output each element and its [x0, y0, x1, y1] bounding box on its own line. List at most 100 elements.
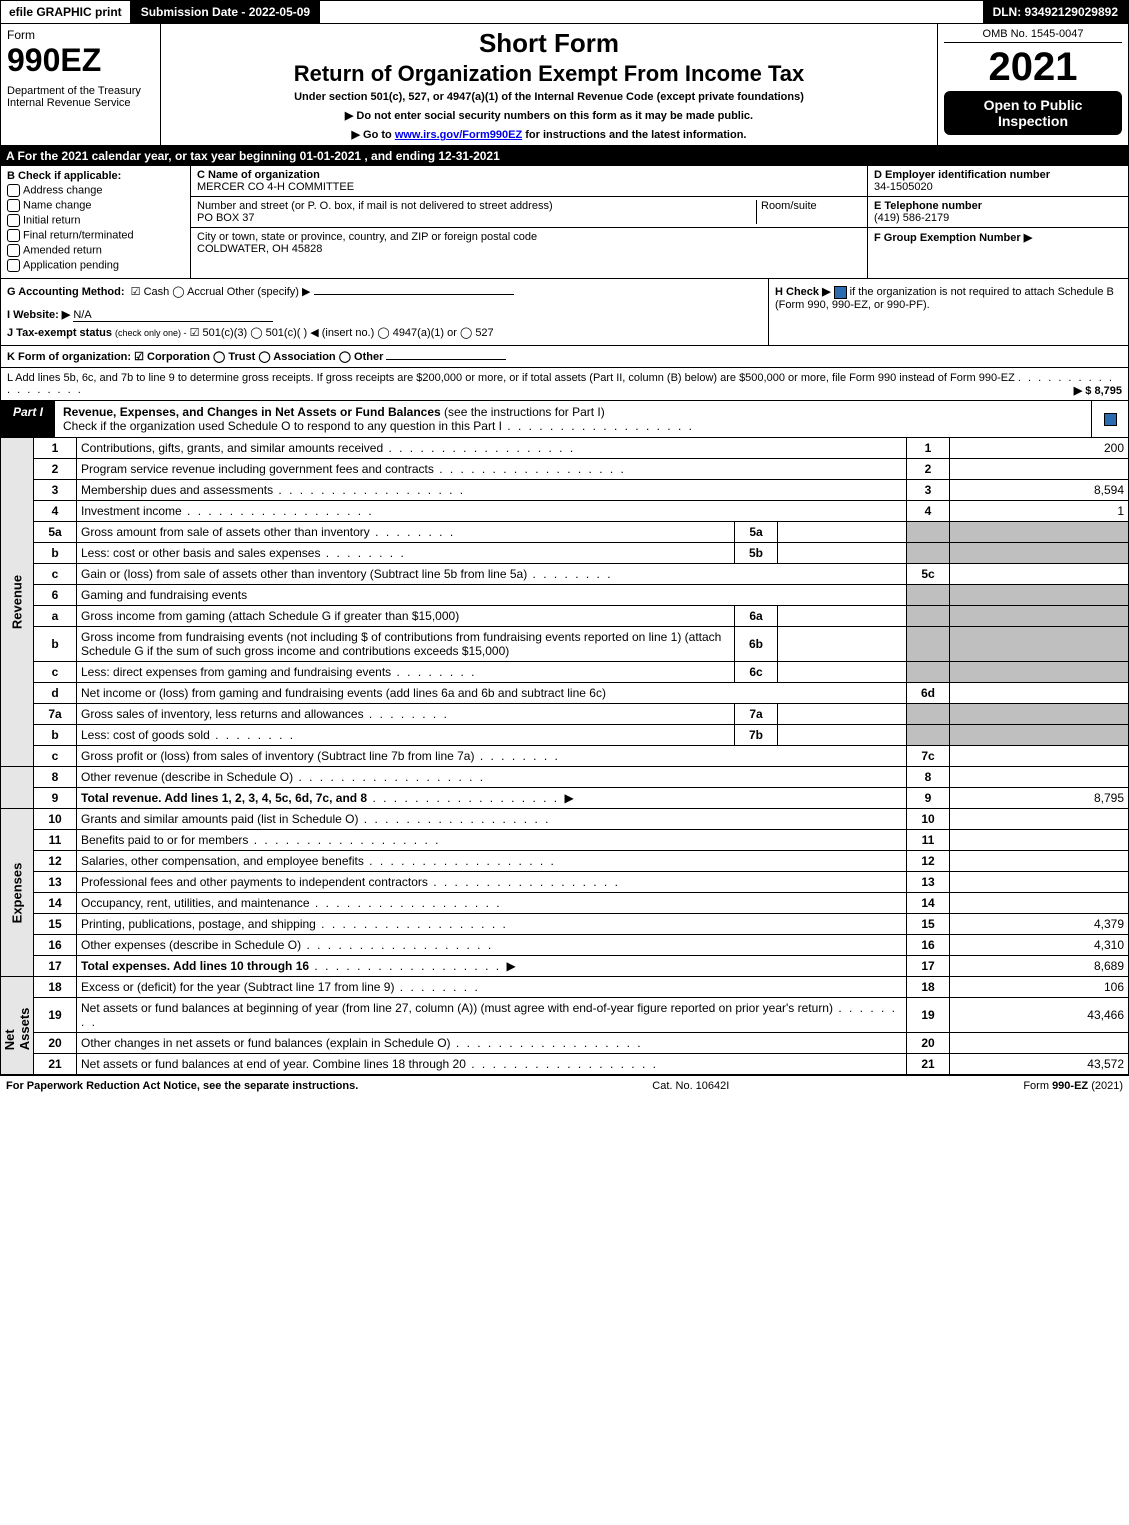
line-desc: Less: direct expenses from gaming and fu…	[77, 662, 735, 683]
line-num: 9	[907, 788, 950, 809]
subline-label: 5b	[735, 543, 778, 564]
line-num: 18	[907, 977, 950, 998]
header-right: OMB No. 1545-0047 2021 Open to Public In…	[938, 24, 1128, 145]
line-amt	[950, 851, 1129, 872]
table-row: 8 Other revenue (describe in Schedule O)…	[1, 767, 1129, 788]
line-amt	[950, 830, 1129, 851]
lineno: c	[34, 662, 77, 683]
chk-address-change[interactable]: Address change	[7, 184, 184, 197]
chk-application-pending[interactable]: Application pending	[7, 259, 184, 272]
lineno: 20	[34, 1033, 77, 1054]
b-title: B Check if applicable:	[7, 170, 184, 182]
line-num-shaded	[907, 543, 950, 564]
table-row: 11 Benefits paid to or for members 11	[1, 830, 1129, 851]
part1-title: Revenue, Expenses, and Changes in Net As…	[55, 401, 1091, 437]
line-amt	[950, 459, 1129, 480]
chk-name-change-label: Name change	[23, 199, 92, 211]
i-website-label: I Website: ▶	[7, 309, 70, 321]
line-desc: Other changes in net assets or fund bala…	[77, 1033, 907, 1054]
line-amt: 8,594	[950, 480, 1129, 501]
col-d-e-f: D Employer identification number 34-1505…	[868, 166, 1128, 278]
line-amt	[950, 893, 1129, 914]
line-num: 14	[907, 893, 950, 914]
table-row: d Net income or (loss) from gaming and f…	[1, 683, 1129, 704]
line-num: 12	[907, 851, 950, 872]
col-b-checkboxes: B Check if applicable: Address change Na…	[1, 166, 191, 278]
line-num: 17	[907, 956, 950, 977]
table-row: 12 Salaries, other compensation, and emp…	[1, 851, 1129, 872]
footer-paperwork: For Paperwork Reduction Act Notice, see …	[6, 1080, 358, 1092]
lineno: 14	[34, 893, 77, 914]
d-ein-row: D Employer identification number 34-1505…	[868, 166, 1128, 197]
lineno: a	[34, 606, 77, 627]
line-desc: Total expenses. Add lines 10 through 16	[77, 956, 907, 977]
line-desc: Grants and similar amounts paid (list in…	[77, 809, 907, 830]
chk-amended-return[interactable]: Amended return	[7, 244, 184, 257]
net-assets-table: Net Assets 18 Excess or (deficit) for th…	[0, 977, 1129, 1075]
header-center: Short Form Return of Organization Exempt…	[161, 24, 938, 145]
table-row: Net Assets 18 Excess or (deficit) for th…	[1, 977, 1129, 998]
chk-name-change[interactable]: Name change	[7, 199, 184, 212]
lineno: 3	[34, 480, 77, 501]
c-city-label: City or town, state or province, country…	[197, 231, 537, 243]
line-amt: 4,310	[950, 935, 1129, 956]
side-label-revenue-cont	[1, 767, 34, 809]
line-amt-shaded	[950, 606, 1129, 627]
line-amt-shaded	[950, 704, 1129, 725]
page-footer: For Paperwork Reduction Act Notice, see …	[0, 1075, 1129, 1096]
line-desc: Gain or (loss) from sale of assets other…	[77, 564, 907, 585]
lineno: 17	[34, 956, 77, 977]
line-amt	[950, 809, 1129, 830]
chk-initial-return[interactable]: Initial return	[7, 214, 184, 227]
table-row: 17 Total expenses. Add lines 10 through …	[1, 956, 1129, 977]
g-accounting-label: G Accounting Method:	[7, 286, 125, 298]
line-desc: Gross amount from sale of assets other t…	[77, 522, 735, 543]
lineno: 15	[34, 914, 77, 935]
line-desc: Net income or (loss) from gaming and fun…	[77, 683, 907, 704]
k-other-blank[interactable]	[386, 359, 506, 360]
c-city-row: City or town, state or province, country…	[191, 228, 867, 258]
f-group-row: F Group Exemption Number ▶	[868, 228, 1128, 247]
part1-schedule-o-check[interactable]	[1091, 401, 1128, 437]
subline-label: 7a	[735, 704, 778, 725]
line-num-shaded	[907, 606, 950, 627]
form-header: Form 990EZ Department of the Treasury In…	[0, 24, 1129, 146]
line-num: 1	[907, 438, 950, 459]
row-g-left: G Accounting Method: ☑ Cash ◯ Accrual Ot…	[1, 279, 768, 345]
line-num: 10	[907, 809, 950, 830]
line-num-shaded	[907, 725, 950, 746]
lineno: 1	[34, 438, 77, 459]
lineno: c	[34, 564, 77, 585]
revenue-table: Revenue 1 Contributions, gifts, grants, …	[0, 438, 1129, 809]
d-ein-value: 34-1505020	[874, 181, 933, 193]
g-other-blank[interactable]	[314, 294, 514, 295]
lineno: 4	[34, 501, 77, 522]
header-left: Form 990EZ Department of the Treasury In…	[1, 24, 161, 145]
h-checkbox[interactable]	[834, 286, 847, 299]
subline-val	[778, 606, 907, 627]
form-number: 990EZ	[7, 42, 154, 79]
efile-label: efile GRAPHIC print	[1, 1, 131, 23]
subline-val	[778, 522, 907, 543]
line-amt: 8,689	[950, 956, 1129, 977]
line-num: 7c	[907, 746, 950, 767]
chk-final-return[interactable]: Final return/terminated	[7, 229, 184, 242]
row-k-text: K Form of organization: ☑ Corporation ◯ …	[7, 351, 383, 363]
line-num: 3	[907, 480, 950, 501]
row-k: K Form of organization: ☑ Corporation ◯ …	[0, 346, 1129, 368]
table-row: b Less: cost of goods sold 7b	[1, 725, 1129, 746]
submission-date: Submission Date - 2022-05-09	[131, 1, 320, 23]
table-row: 3 Membership dues and assessments 3 8,59…	[1, 480, 1129, 501]
lineno: b	[34, 543, 77, 564]
irs-link[interactable]: www.irs.gov/Form990EZ	[395, 129, 522, 141]
line-amt	[950, 746, 1129, 767]
line-num-shaded	[907, 585, 950, 606]
row-g-h: G Accounting Method: ☑ Cash ◯ Accrual Ot…	[0, 279, 1129, 346]
footer-form-bold: 990-EZ	[1052, 1080, 1088, 1092]
table-row: 15 Printing, publications, postage, and …	[1, 914, 1129, 935]
line-desc: Occupancy, rent, utilities, and maintena…	[77, 893, 907, 914]
subline-label: 6a	[735, 606, 778, 627]
return-title: Return of Organization Exempt From Incom…	[169, 61, 929, 87]
row-l-amount: ▶ $ 8,795	[1074, 384, 1122, 397]
subline-label: 5a	[735, 522, 778, 543]
